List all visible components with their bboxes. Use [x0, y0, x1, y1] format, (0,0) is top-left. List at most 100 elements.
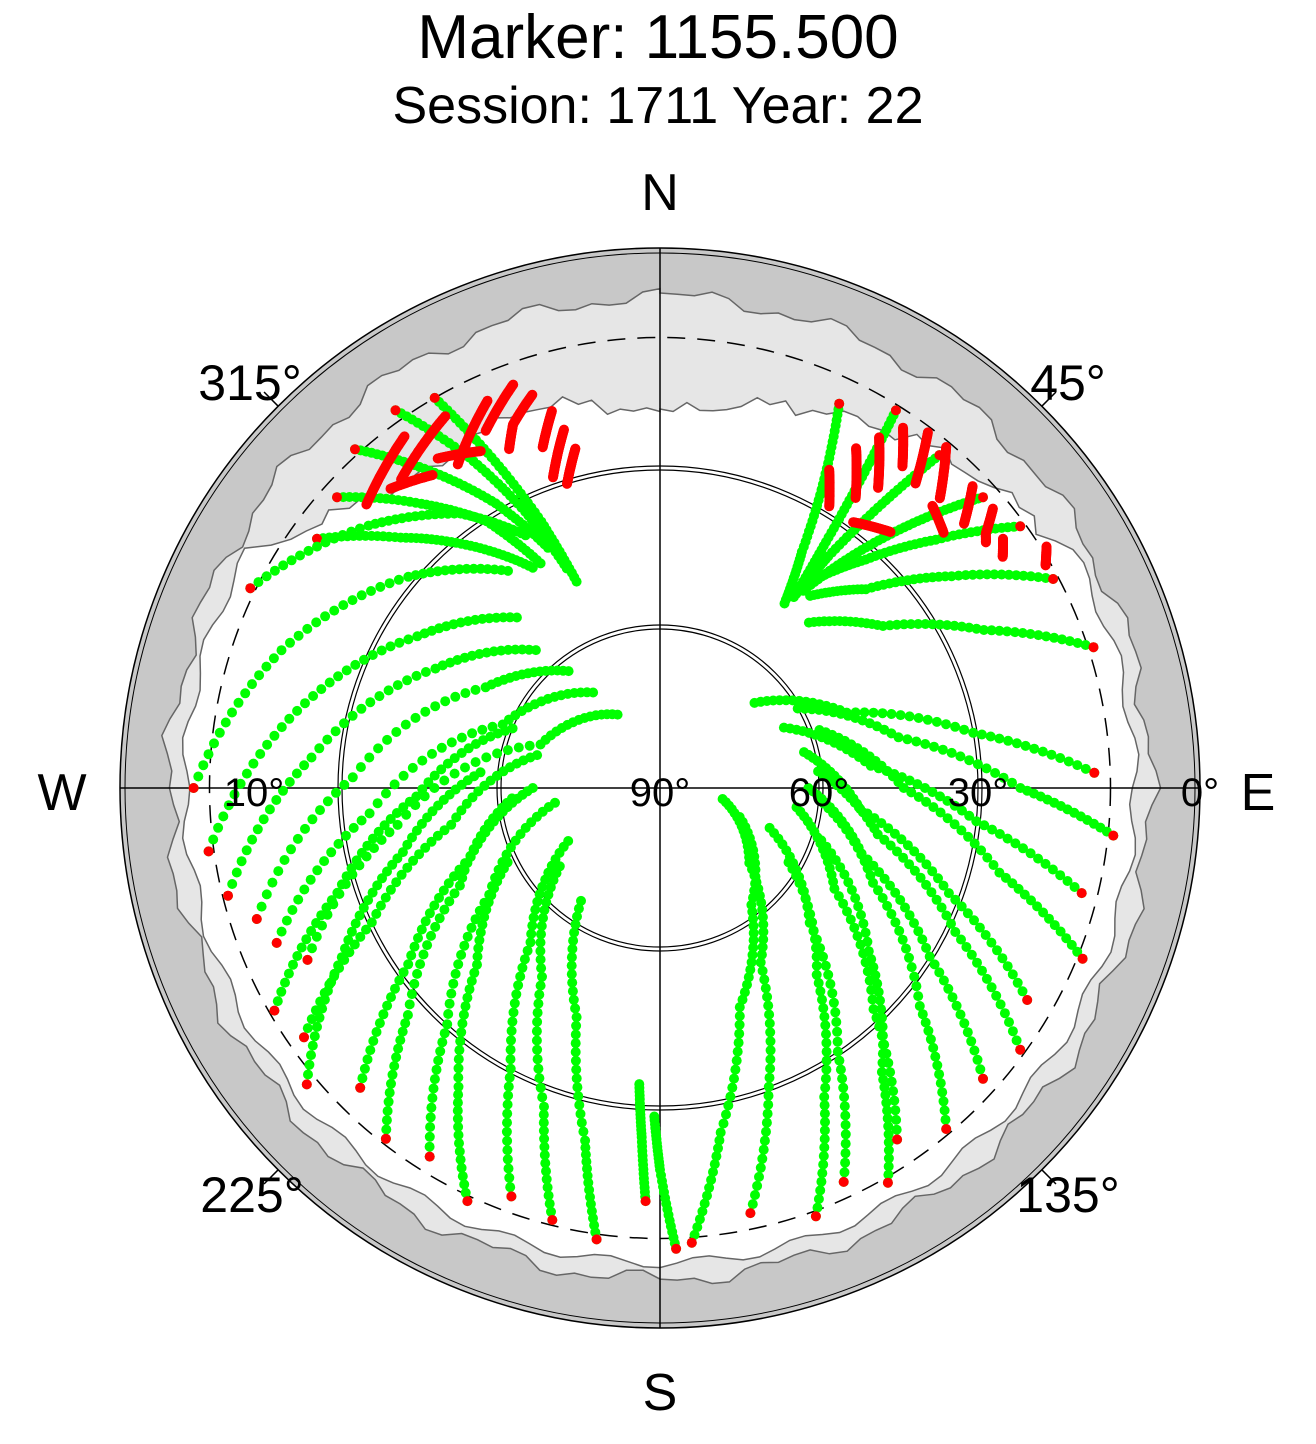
track-point — [955, 751, 966, 762]
track-point — [882, 1105, 893, 1116]
track-point — [873, 763, 884, 774]
visible-track-39 — [805, 569, 1059, 601]
track-point — [988, 860, 999, 870]
track-point — [992, 945, 1002, 956]
track-point — [727, 1082, 738, 1093]
track-point — [420, 667, 431, 677]
track-point — [280, 977, 290, 988]
track-point — [957, 805, 967, 816]
track-point — [1011, 1035, 1022, 1046]
track-point — [849, 922, 860, 933]
visible-track-16 — [380, 793, 517, 1144]
track-point — [890, 887, 901, 898]
track-point — [881, 766, 892, 776]
track-point — [964, 755, 975, 766]
compass-label-north: N — [641, 164, 679, 222]
track-point — [409, 978, 420, 989]
track-point — [850, 893, 861, 904]
track-point — [550, 797, 560, 808]
track-point — [938, 1096, 949, 1107]
track-point — [978, 625, 989, 635]
track-endpoint — [978, 492, 988, 503]
track-point — [898, 852, 909, 863]
track-point — [505, 1063, 516, 1074]
visible-track-20 — [531, 861, 565, 1225]
track-point — [296, 942, 307, 953]
track-point — [925, 1034, 936, 1045]
track-point — [403, 634, 414, 645]
track-point — [227, 707, 237, 718]
track-point — [314, 743, 325, 754]
track-point — [504, 444, 515, 455]
track-point — [460, 1001, 471, 1012]
track-point — [355, 931, 366, 942]
track-point — [938, 527, 949, 538]
track-point — [406, 950, 417, 961]
track-point — [980, 930, 991, 940]
track-point — [312, 1021, 322, 1032]
track-point — [913, 792, 924, 802]
track-point — [897, 461, 908, 472]
track-point — [409, 941, 420, 952]
track-point — [1057, 634, 1067, 645]
track-point — [382, 1106, 393, 1116]
track-point — [390, 983, 400, 994]
track-point — [1017, 628, 1028, 638]
track-point — [959, 1018, 970, 1029]
track-point — [442, 758, 453, 769]
track-point — [506, 1035, 516, 1046]
track-point — [1055, 870, 1066, 881]
track-point — [446, 737, 457, 748]
track-point — [554, 861, 565, 872]
track-point — [427, 470, 438, 480]
track-point — [511, 989, 522, 1000]
track-point — [227, 879, 238, 889]
masked-track-60 — [934, 442, 952, 504]
track-point — [507, 723, 518, 734]
track-point — [532, 1007, 543, 1018]
track-point — [362, 840, 373, 851]
track-point — [456, 949, 467, 960]
track-point — [883, 1057, 894, 1068]
track-point — [424, 908, 435, 919]
track-point — [966, 949, 977, 960]
track-point — [354, 523, 365, 534]
track-point — [535, 954, 546, 965]
track-point — [362, 1054, 373, 1065]
track-point — [694, 1214, 705, 1225]
track-point — [306, 752, 317, 763]
track-point — [532, 750, 543, 761]
track-point — [940, 1114, 951, 1125]
track-point — [563, 836, 574, 846]
track-point — [427, 748, 437, 759]
track-endpoint — [429, 392, 440, 403]
track-point — [1025, 571, 1036, 582]
track-point — [423, 777, 434, 788]
track-point — [420, 842, 431, 853]
track-point — [402, 675, 413, 686]
track-point — [756, 949, 767, 960]
track-point — [292, 705, 303, 716]
track-endpoint — [1076, 888, 1087, 899]
track-point — [895, 895, 906, 905]
track-point — [997, 551, 1008, 562]
visible-track-2 — [350, 444, 553, 553]
track-point — [525, 937, 536, 948]
track-point — [373, 743, 384, 754]
track-endpoint — [547, 1215, 558, 1225]
track-point — [885, 880, 895, 891]
track-point — [384, 1087, 395, 1098]
track-point — [538, 1117, 549, 1128]
track-endpoint — [271, 937, 282, 948]
track-point — [357, 1073, 368, 1084]
track-point — [311, 918, 322, 928]
track-point — [763, 1000, 774, 1011]
track-point — [397, 847, 408, 858]
track-point — [850, 493, 861, 503]
track-point — [418, 949, 429, 960]
track-point — [935, 1078, 946, 1089]
track-point — [404, 999, 415, 1010]
track-point — [634, 1079, 645, 1090]
track-point — [734, 1011, 745, 1021]
track-point — [888, 1086, 899, 1097]
